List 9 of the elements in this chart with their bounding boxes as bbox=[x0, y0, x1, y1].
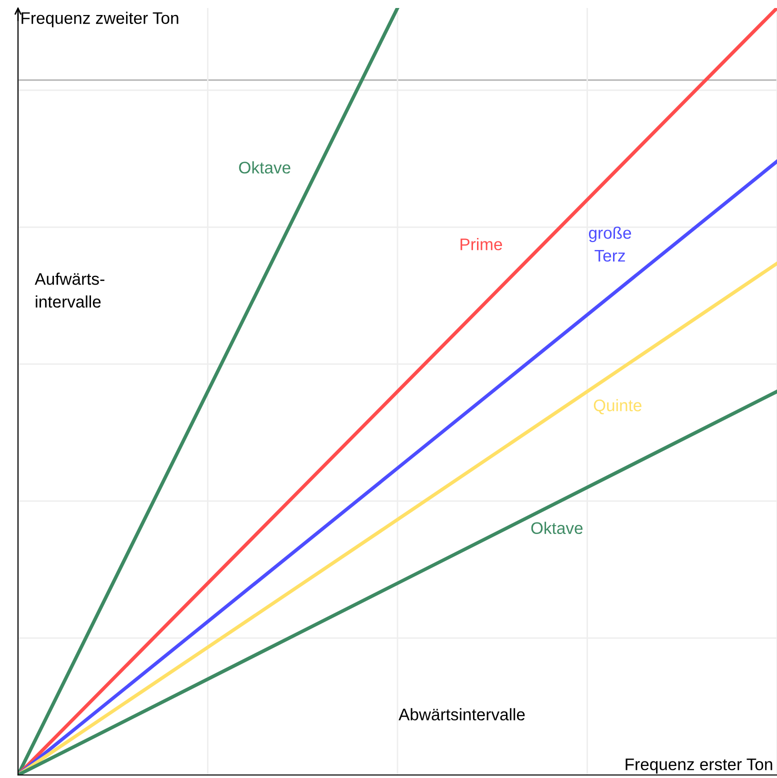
series-label: große Terz bbox=[588, 226, 632, 262]
annotation: Abwärtsintervalle bbox=[398, 708, 525, 720]
series-label: Oktave bbox=[531, 522, 583, 534]
y-axis-title: Frequenz zweiter Ton bbox=[22, 12, 178, 28]
x-axis-title: Frequenz erster Ton bbox=[626, 758, 772, 774]
annotation: Aufwärts- intervalle bbox=[34, 272, 104, 308]
series-label: Quinte bbox=[594, 399, 642, 414]
series-label: Oktave bbox=[239, 161, 290, 174]
series-label: Prime bbox=[460, 238, 502, 250]
